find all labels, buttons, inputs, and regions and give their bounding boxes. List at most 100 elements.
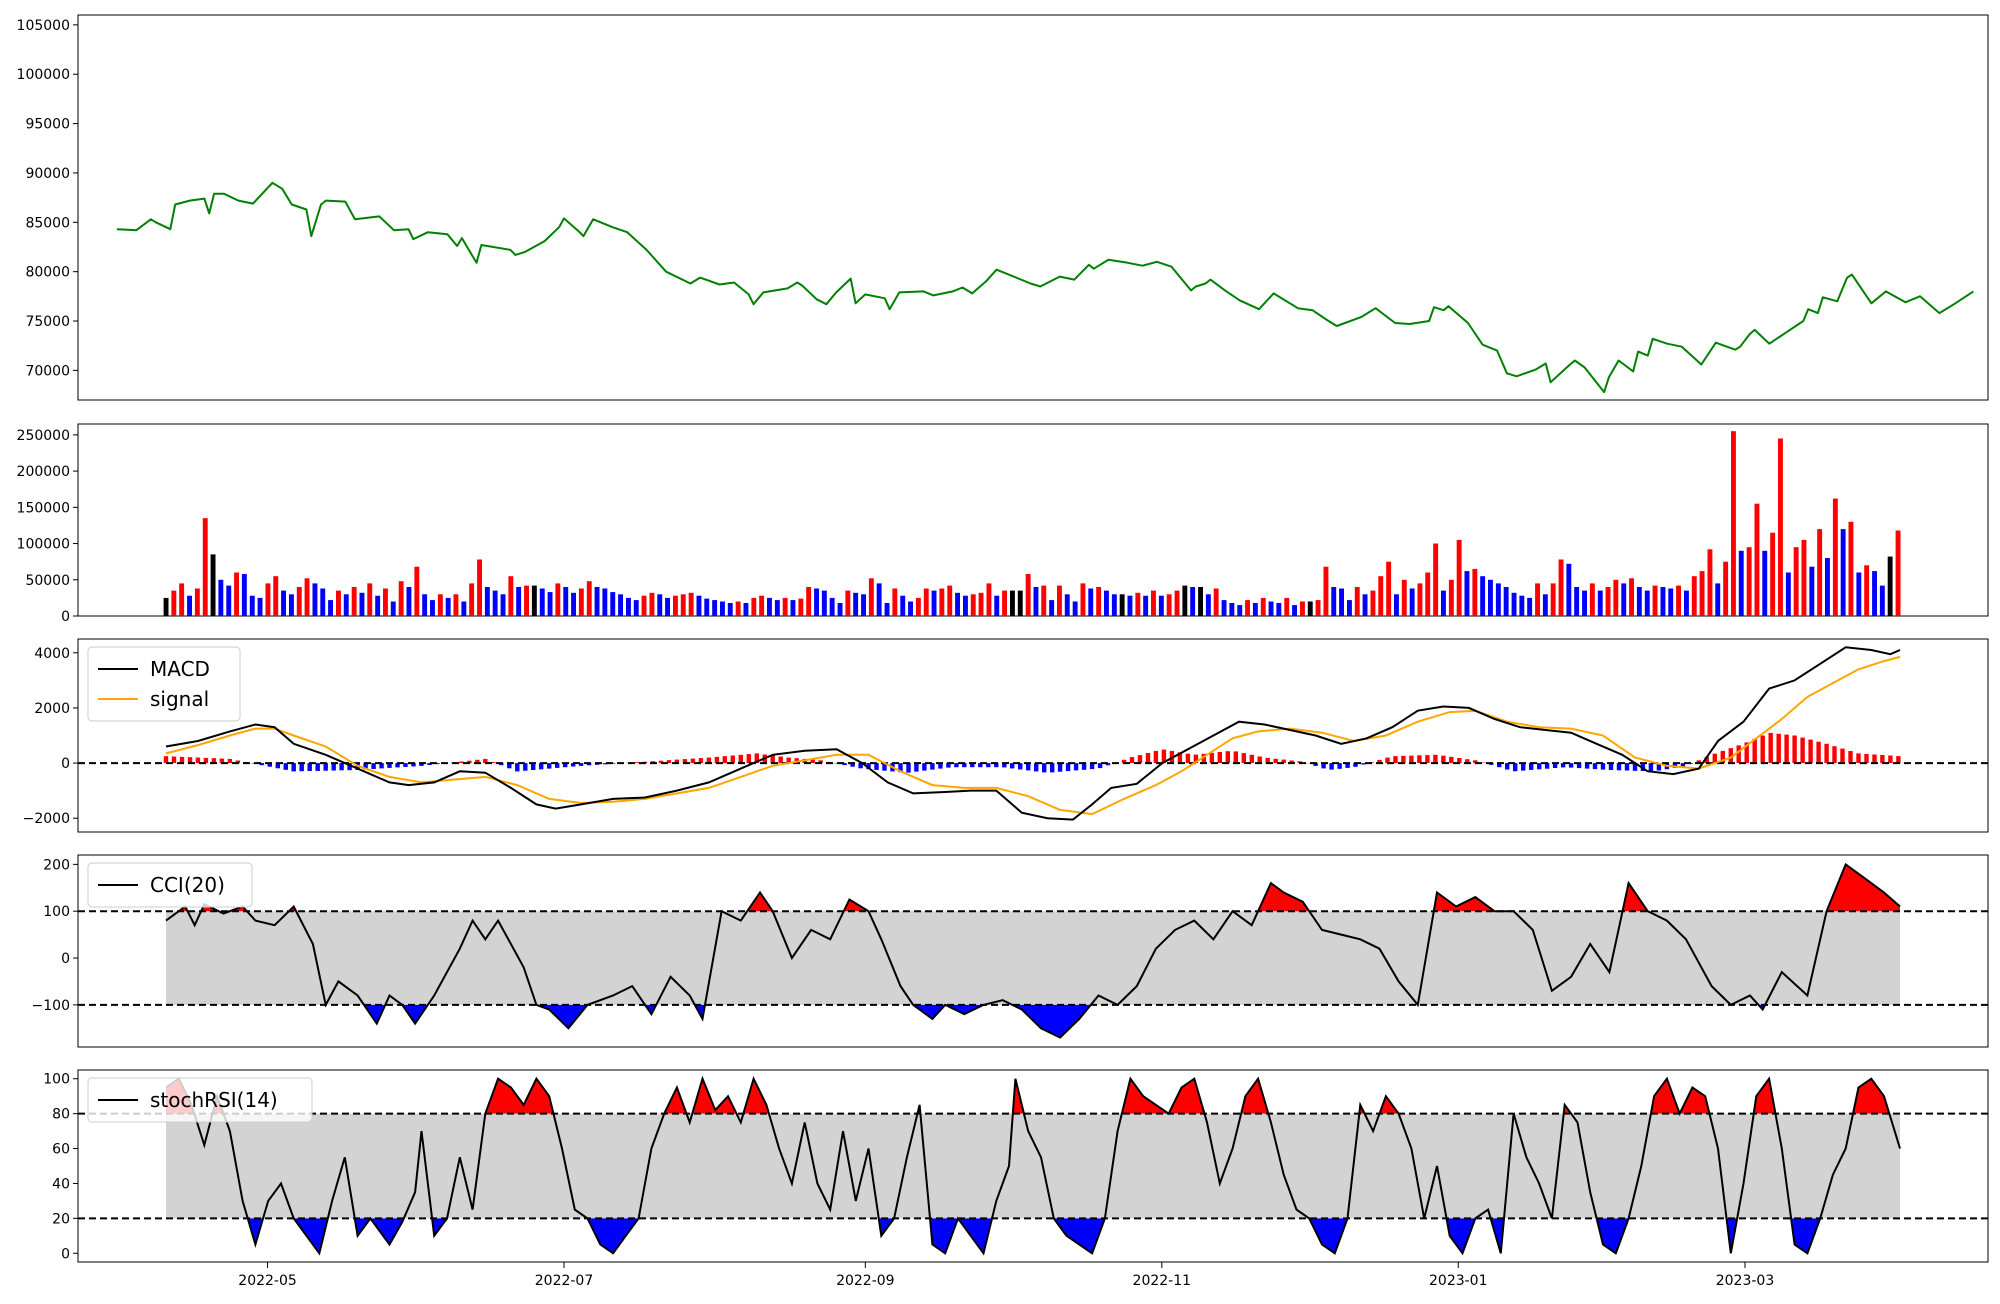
volume-bar-19 [313, 583, 318, 616]
volume-bar-129 [1175, 591, 1180, 616]
volume-bar-204 [1762, 551, 1767, 616]
volume-bar-39 [469, 583, 474, 616]
macd-hist-bar-200 [1761, 736, 1765, 764]
volume-bar-92 [885, 603, 890, 616]
macd-hist-bar-169 [1513, 763, 1517, 771]
cci-overbought-fill [166, 864, 1900, 911]
macd-hist-bar-17 [300, 763, 304, 771]
volume-bar-133 [1206, 594, 1211, 616]
volume-bar-96 [916, 598, 921, 616]
volume-bar-49 [548, 592, 553, 616]
volume-bar-166 [1465, 571, 1470, 616]
macd-hist-bar-171 [1529, 763, 1533, 770]
volume-bar-217 [1864, 565, 1869, 616]
volume-bar-143 [1284, 598, 1289, 616]
volume-bar-120 [1104, 591, 1109, 616]
cci-ytick-label-1: 0 [61, 951, 70, 967]
volume-bar-182 [1590, 583, 1595, 616]
volume-bar-154 [1371, 591, 1376, 616]
volume-bar-159 [1410, 589, 1415, 617]
volume-bar-109 [1018, 591, 1023, 616]
volume-bar-200 [1731, 431, 1736, 616]
volume-bar-110 [1026, 574, 1031, 616]
volume-bar-32 [414, 567, 419, 616]
volume-bar-88 [853, 593, 858, 616]
macd-hist-bar-89 [874, 763, 878, 770]
volume-bar-104 [979, 593, 984, 616]
volume-bar-37 [454, 594, 459, 616]
macd-hist-bar-182 [1617, 763, 1621, 770]
volume-bar-102 [963, 596, 968, 616]
volume-bar-56 [602, 589, 607, 617]
volume-bar-99 [939, 589, 944, 617]
volume-bar-12 [258, 598, 263, 616]
stochrsi-ytick-label-2: 40 [52, 1176, 70, 1192]
macd-hist-bar-181 [1609, 763, 1613, 770]
volume-bar-118 [1088, 589, 1093, 617]
macd-hist-bar-186 [1649, 763, 1653, 771]
macd-hist-bar-16 [292, 763, 296, 771]
volume-bar-36 [446, 598, 451, 616]
volume-bar-134 [1214, 589, 1219, 617]
volume-bar-50 [555, 583, 560, 616]
volume-bar-158 [1402, 580, 1407, 616]
volume-bar-115 [1065, 594, 1070, 616]
volume-bar-119 [1096, 587, 1101, 616]
volume-bar-210 [1809, 567, 1814, 616]
volume-bar-139 [1253, 603, 1258, 616]
macd-hist-bar-18 [308, 763, 312, 771]
volume-bar-186 [1621, 583, 1626, 616]
macd-ytick-label-3: 4000 [34, 646, 70, 662]
macd-hist-bar-37 [459, 762, 463, 764]
volume-bar-33 [422, 594, 427, 616]
volume-bar-90 [869, 578, 874, 616]
stochrsi-oversold-fill [166, 1218, 1900, 1253]
volume-bar-205 [1770, 533, 1775, 616]
volume-bar-106 [994, 596, 999, 616]
volume-bar-52 [571, 593, 576, 616]
volume-bar-128 [1167, 594, 1172, 616]
volume-bar-126 [1151, 591, 1156, 616]
volume-bar-135 [1222, 600, 1227, 616]
volume-bar-0 [164, 598, 169, 616]
macd-hist-bar-134 [1234, 751, 1238, 763]
xtick-label-3: 2022-11 [1133, 1273, 1192, 1289]
macd-hist-bar-121 [1130, 757, 1134, 763]
macd-hist-bar-8 [228, 759, 232, 763]
volume-bar-83 [814, 589, 819, 617]
volume-bar-98 [932, 591, 937, 616]
price-ytick-label-2: 80000 [25, 265, 70, 281]
price-ytick-label-1: 75000 [25, 314, 70, 330]
volume-bar-112 [1041, 586, 1046, 616]
volume-bar-113 [1049, 600, 1054, 616]
volume-bar-71 [720, 602, 725, 617]
stochrsi-ytick-label-0: 0 [61, 1246, 70, 1262]
volume-bar-86 [838, 603, 843, 616]
macd-hist-bar-21 [332, 763, 336, 770]
price-ytick-label-4: 90000 [25, 166, 70, 182]
macd-hist-bar-96 [930, 763, 934, 770]
volume-ytick-label-3: 150000 [17, 500, 70, 516]
volume-ytick-label-1: 50000 [25, 573, 70, 589]
volume-bar-8 [226, 586, 231, 616]
volume-bar-175 [1535, 583, 1540, 616]
macd-hist-bar-113 [1066, 763, 1070, 771]
volume-bar-62 [650, 593, 655, 616]
macd-hist-bar-76 [771, 756, 775, 764]
volume-bar-209 [1802, 540, 1807, 616]
macd-hist-bar-124 [1154, 751, 1158, 763]
volume-bar-163 [1441, 591, 1446, 616]
macd-hist-bar-136 [1250, 755, 1254, 763]
price-ytick-label-6: 100000 [17, 67, 70, 83]
macd-ytick-label-0: −2000 [23, 811, 70, 827]
volume-bar-61 [642, 596, 647, 616]
volume-bar-164 [1449, 580, 1454, 616]
volume-bar-51 [563, 587, 568, 616]
volume-bar-145 [1300, 602, 1305, 617]
volume-bar-152 [1355, 587, 1360, 616]
volume-bar-105 [987, 583, 992, 616]
volume-bar-21 [328, 600, 333, 616]
volume-bar-167 [1472, 569, 1477, 616]
price-ytick-label-5: 95000 [25, 117, 70, 133]
volume-bar-80 [791, 600, 796, 616]
